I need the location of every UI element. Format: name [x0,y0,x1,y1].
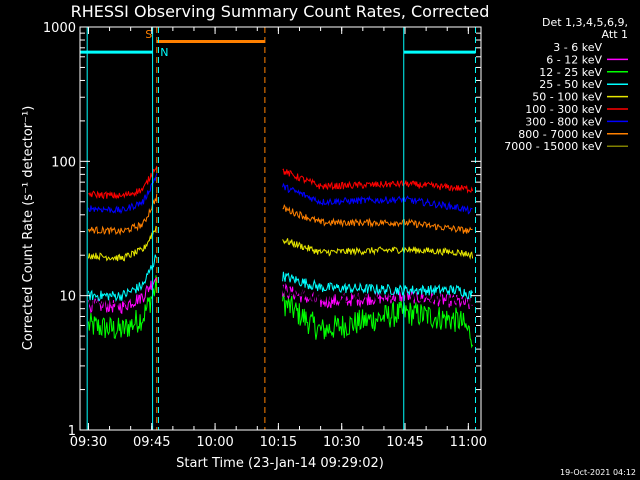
chart-title: RHESSI Observing Summary Count Rates, Co… [71,2,490,21]
series-line-100-300-keV-seg2 [282,168,474,194]
legend-label: 25 - 50 keV [539,78,602,91]
y-tick-label: 1 [68,424,76,439]
legend-label: 300 - 800 keV [525,115,602,128]
timestamp: 19-Oct-2021 04:12 [560,468,636,477]
series-line-300-800-keV-seg1 [87,173,158,215]
legend-header: Det 1,3,4,5,6,9, [542,16,628,29]
x-tick-label: 09:30 [70,435,107,450]
x-tick-label: 10:30 [323,435,360,450]
legend-label: 800 - 7000 keV [518,128,602,141]
series-line-50-100-keV-seg1 [87,225,157,262]
marker-s: S [145,28,152,41]
series-line-800-7000-keV-seg2 [282,203,473,234]
legend-label: 7000 - 15000 keV [504,140,602,153]
plot-frame [79,26,482,431]
y-tick-label: 1000 [43,21,76,36]
x-tick-label: 10:45 [386,435,423,450]
series-line-800-7000-keV-seg1 [87,193,158,236]
legend-label: 50 - 100 keV [532,91,602,104]
x-tick-label: 10:00 [196,435,233,450]
y-tick-label: 100 [51,155,76,170]
y-axis: 1 10 100 1000 [43,21,481,439]
legend-header: Att 1 [602,28,628,41]
x-tick-label: 10:15 [260,435,297,450]
x-tick-label: 11:00 [450,435,487,450]
x-axis: 09:30 09:45 10:00 10:15 10:30 10:45 11:00 [70,27,487,450]
plot-area: SN [80,27,477,430]
series-line-50-100-keV-seg2 [282,238,474,260]
series-line-25-50-keV-seg2 [282,271,474,300]
series-line-12-25-keV-seg2 [282,291,474,349]
legend-label: 12 - 25 keV [539,66,602,79]
series-line-300-800-keV-seg2 [282,182,473,215]
marker-n: N [160,46,168,59]
legend-label: 3 - 6 keV [553,41,602,54]
legend-label: 6 - 12 keV [546,53,602,66]
series-line-6-12-keV-seg1 [87,277,158,315]
legend-label: 100 - 300 keV [525,103,602,116]
series-line-25-50-keV-seg1 [87,254,158,303]
y-axis-label: Corrected Count Rate (s⁻¹ detector⁻¹) [21,106,36,351]
series-line-12-25-keV-seg1 [87,275,158,340]
series-line-100-300-keV-seg1 [88,165,158,200]
y-tick-label: 10 [59,290,76,305]
x-axis-label: Start Time (23-Jan-14 09:29:02) [176,456,384,471]
x-tick-label: 09:45 [133,435,170,450]
